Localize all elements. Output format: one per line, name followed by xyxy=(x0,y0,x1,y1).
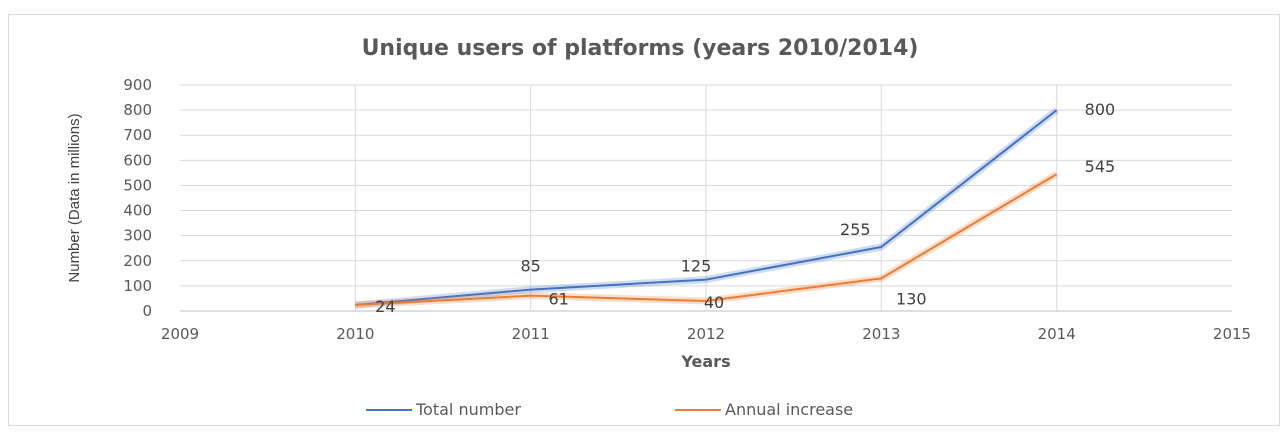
data-label: 800 xyxy=(1085,100,1116,119)
data-label: 130 xyxy=(896,289,927,308)
chart-frame xyxy=(8,14,1280,426)
y-tick-label: 800 xyxy=(123,101,152,119)
data-label: 40 xyxy=(704,293,724,312)
chart-title: Unique users of platforms (years 2010/20… xyxy=(362,36,919,61)
data-label: 545 xyxy=(1085,157,1116,176)
x-tick-label: 2010 xyxy=(336,325,374,343)
y-tick-label: 500 xyxy=(123,176,152,194)
y-tick-label: 0 xyxy=(142,302,152,320)
series-lines xyxy=(355,107,1059,309)
series-line-0 xyxy=(355,109,1058,306)
x-tick-label: 2015 xyxy=(1213,325,1251,343)
series-line-1 xyxy=(355,173,1058,306)
x-tick-label: 2013 xyxy=(862,325,900,343)
y-tick-label: 200 xyxy=(123,252,152,270)
y-tick-label: 400 xyxy=(123,202,152,220)
x-tick-label: 2011 xyxy=(512,325,550,343)
y-tick-label: 900 xyxy=(123,76,152,94)
x-axis-ticks: 2009 2010 2011 2012 2013 2014 2015 xyxy=(161,325,1251,343)
gridlines xyxy=(180,84,1232,311)
x-tick-label: 2012 xyxy=(687,325,725,343)
y-tick-label: 100 xyxy=(123,277,152,295)
legend-entry: Annual increase xyxy=(725,400,853,419)
data-label: 125 xyxy=(681,257,712,276)
y-tick-label: 300 xyxy=(123,227,152,245)
data-labels: 85 125 255 800 24 61 40 130 545 xyxy=(375,100,1115,316)
x-tick-label: 2014 xyxy=(1038,325,1076,343)
data-label: 24 xyxy=(375,297,395,316)
data-label: 61 xyxy=(548,290,568,309)
data-label: 85 xyxy=(520,257,540,276)
legend-entry: Total number xyxy=(415,400,521,419)
x-tick-label: 2009 xyxy=(161,325,199,343)
x-axis-label: Years xyxy=(680,352,730,371)
legend: Total number Annual increase xyxy=(366,400,853,419)
y-tick-label: 600 xyxy=(123,151,152,169)
y-tick-label: 700 xyxy=(123,126,152,144)
y-axis-label: Number (Data in millions) xyxy=(66,113,83,282)
y-axis-ticks: 0 100 200 300 400 500 600 700 800 900 xyxy=(123,76,152,320)
data-label: 255 xyxy=(840,220,871,239)
